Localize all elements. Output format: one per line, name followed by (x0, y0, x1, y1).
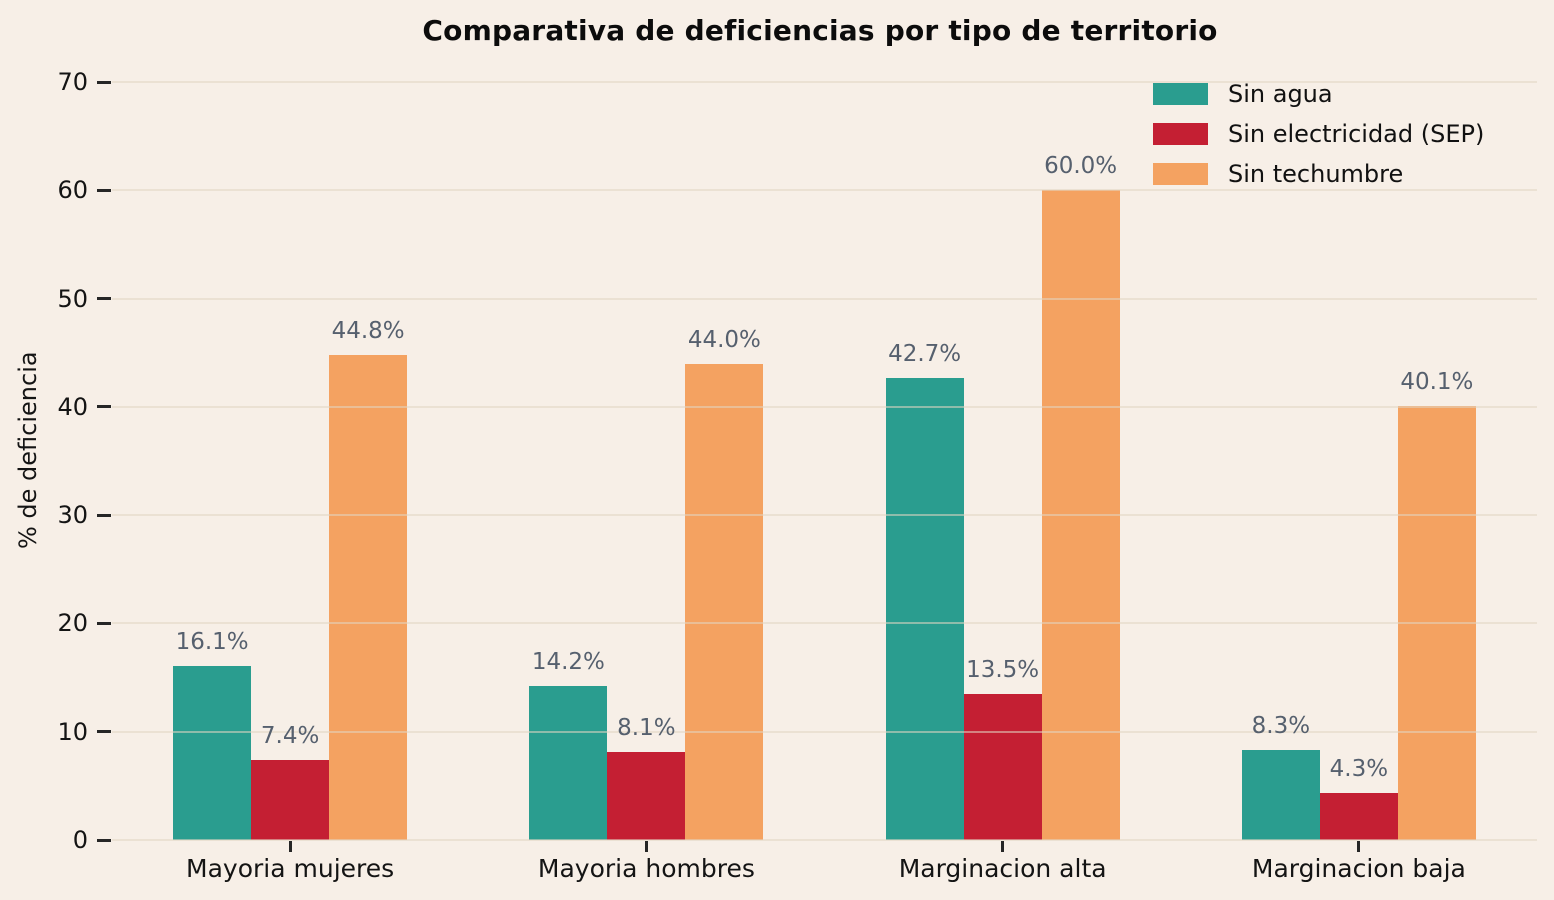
bar-sin-agua-4 (1241, 750, 1320, 840)
y-tick-label-40: 40 (57, 392, 88, 421)
legend-row-1: Sin agua (1153, 80, 1484, 108)
y-tick-0 (97, 838, 111, 842)
gridline-y-60 (112, 189, 1537, 192)
value-label-3-2: 13.5% (966, 656, 1040, 683)
y-tick-30 (97, 513, 111, 517)
y-tick-label-0: 0 (72, 826, 88, 854)
gridline-y-40 (112, 405, 1537, 408)
x-tick-2 (644, 841, 648, 852)
value-label-2-3: 44.0% (687, 326, 761, 353)
value-label-1-3: 44.8% (331, 317, 405, 344)
y-tick-70 (97, 80, 111, 84)
x-tick-label-3: Marginacion alta (898, 854, 1107, 883)
chart-title: Comparativa de deficiencias por tipo de … (422, 14, 1218, 47)
gridline-y-10 (112, 730, 1537, 733)
bar-sin-agua-2 (529, 686, 608, 840)
legend-label-1: Sin agua (1228, 80, 1333, 108)
legend-swatch-3 (1153, 163, 1208, 185)
bar-sin-electricidad-sep-2 (607, 752, 686, 840)
bar-sin-agua-1 (173, 665, 252, 840)
bar-sin-agua-3 (885, 377, 964, 840)
value-label-3-1: 42.7% (888, 340, 962, 367)
value-label-2-1: 14.2% (531, 649, 605, 676)
x-tick-4 (1357, 841, 1361, 852)
gridline-y-20 (112, 622, 1537, 625)
legend-label-2: Sin electricidad (SEP) (1228, 120, 1485, 148)
bar-sin-techumbre-2 (685, 363, 764, 840)
y-tick-label-20: 20 (57, 609, 88, 638)
legend-row-2: Sin electricidad (SEP) (1153, 120, 1485, 148)
bar-sin-electricidad-sep-3 (963, 693, 1042, 840)
y-tick-60 (97, 188, 111, 192)
value-label-1-2: 7.4% (260, 722, 320, 749)
x-tick-label-1: Mayoria mujeres (186, 854, 395, 883)
y-tick-10 (97, 730, 111, 734)
y-tick-label-60: 60 (57, 176, 88, 205)
plot-area: 16.1% 7.4% 44.8% 14.2% 8.1% 44.0% 42.7% 13.5% 60… (112, 81, 1537, 841)
legend-row-3: Sin techumbre (1153, 160, 1484, 188)
legend-swatch-2 (1153, 123, 1208, 145)
x-tick-label-4: Marginacion baja (1251, 854, 1466, 883)
gridline-y-70 (112, 81, 1537, 83)
y-tick-50 (97, 297, 111, 301)
legend-swatch-1 (1153, 83, 1208, 105)
gridline-y-0 (112, 839, 1537, 841)
x-tick-1 (288, 841, 292, 852)
value-label-4-2: 4.3% (1329, 756, 1389, 783)
value-label-2-2: 8.1% (617, 715, 676, 742)
gridline-y-30 (112, 514, 1537, 517)
bar-sin-electricidad-sep-1 (251, 759, 330, 840)
bar-sin-techumbre-1 (329, 354, 408, 840)
x-tick-3 (1001, 841, 1005, 852)
y-tick-label-50: 50 (57, 284, 88, 313)
y-axis-label: % de deficiencia (14, 351, 42, 549)
legend-label-3: Sin techumbre (1228, 160, 1404, 188)
y-tick-label-70: 70 (57, 68, 88, 96)
value-label-4-1: 8.3% (1251, 713, 1311, 740)
y-tick-label-10: 10 (57, 717, 88, 746)
y-tick-40 (97, 405, 111, 409)
y-tick-20 (97, 621, 111, 625)
value-label-1-1: 16.1% (175, 628, 249, 655)
x-tick-label-2: Mayoria hombres (537, 854, 755, 883)
gridline-y-50 (112, 297, 1537, 300)
legend: Sin agua Sin electricidad (SEP) Sin techum… (1153, 80, 1485, 202)
value-label-4-3: 40.1% (1400, 368, 1474, 395)
y-tick-label-30: 30 (57, 501, 88, 530)
bar-sin-electricidad-sep-4 (1319, 793, 1398, 840)
value-label-3-3: 60.0% (1044, 153, 1118, 180)
